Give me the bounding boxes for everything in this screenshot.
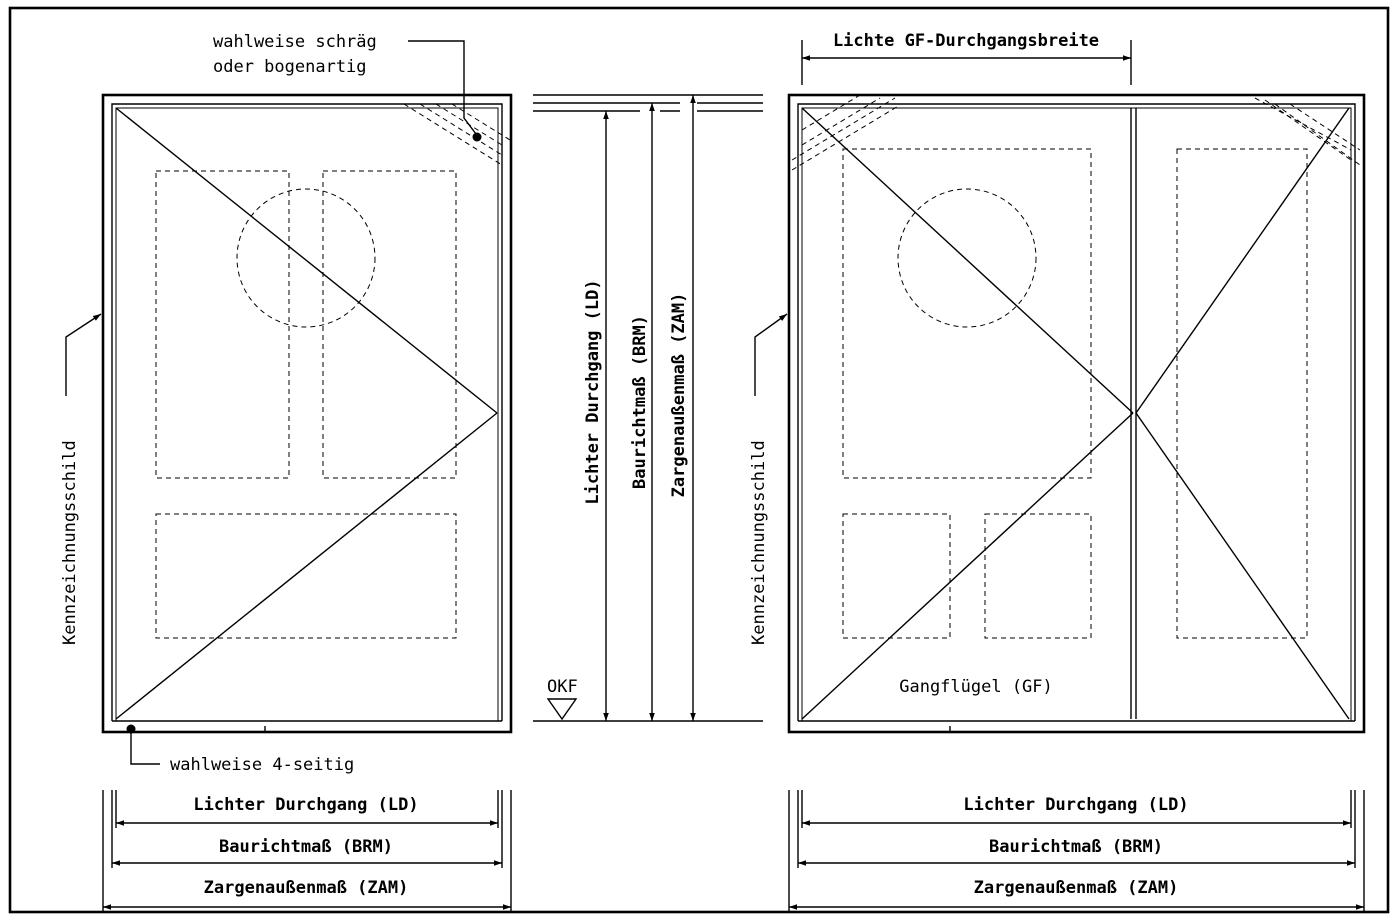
panel-field [155,170,290,479]
leader-dot [472,132,482,142]
dim-label-ld: Lichter Durchgang (LD) [963,795,1188,815]
dim-label-brm-vertical: Baurichtmaß (BRM) [630,315,650,489]
frame-outer-right [787,93,1366,734]
note-4sided: wahlweise 4-seitig [170,755,354,775]
dim-label-ld-vertical: Lichter Durchgang (LD) [583,279,603,504]
note-slanted-line1: wahlweise schräg [213,32,377,52]
walking-leaf-label: Gangflügel (GF) [899,677,1053,697]
dim-label-zam: Zargenaußenmaß (ZAM) [204,878,409,898]
double-leaf-door [787,93,1366,734]
note-slanted-line2: oder bogenartig [213,57,367,77]
dim-label-brm: Baurichtmaß (BRM) [989,837,1163,857]
vertical-dimension-group: Lichter Durchgang (LD) Baurichtmaß (BRM)… [533,94,763,722]
frame-outer-left [101,93,513,734]
label-sign-right: Kennzeichnungsschild [749,440,769,645]
vision-panel-circle [897,188,1037,328]
okf-symbol [546,698,578,721]
vision-panel-circle [236,188,376,328]
leader-sign-left [65,313,102,396]
clear-passage-label: Lichte GF-Durchgangsbreite [833,31,1099,51]
leader-slanted [408,40,477,135]
single-leaf-door [101,93,513,734]
panel-field [322,170,457,479]
panel-field [984,513,1092,639]
clear-passage-dimension: Lichte GF-Durchgangsbreite [801,31,1132,85]
dim-label-zam-vertical: Zargenaußenmaß (ZAM) [669,293,689,498]
dimension-group-left: Lichter Durchgang (LD) Baurichtmaß (BRM)… [102,790,512,912]
dim-label-zam: Zargenaußenmaß (ZAM) [974,878,1179,898]
leader-4sided [130,733,160,765]
leader-sign-right [754,313,788,396]
leader-dot [126,724,136,734]
panel-field [842,148,1092,479]
dim-label-brm: Baurichtmaß (BRM) [219,837,393,857]
panel-field [155,513,457,639]
dim-label-ld: Lichter Durchgang (LD) [193,795,418,815]
panel-field [1176,148,1308,639]
label-sign-left: Kennzeichnungsschild [60,440,80,645]
dimension-group-right: Lichter Durchgang (LD) Baurichtmaß (BRM)… [788,790,1365,912]
panel-field [842,513,951,639]
drawing-border [8,6,1390,914]
okf-label: OKF [547,677,578,697]
